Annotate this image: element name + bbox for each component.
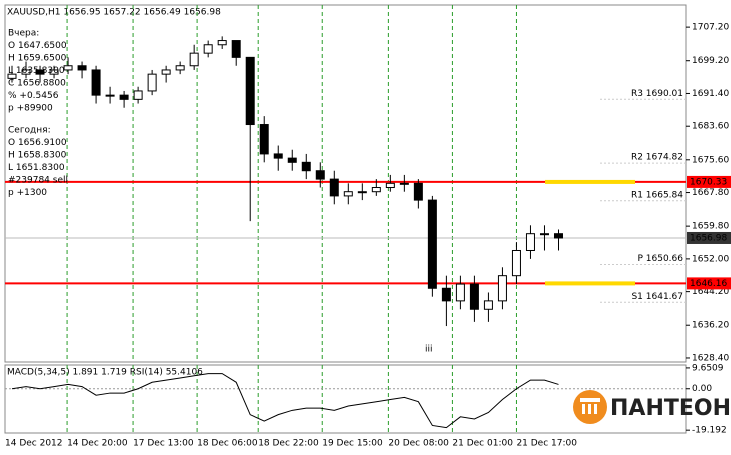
pivot-label: R3 1690.01 [631, 89, 683, 99]
y-tick-label: 0.00 [692, 384, 712, 394]
candle-body [119, 94, 129, 100]
y-tick-label: 1683.60 [692, 122, 729, 132]
candle-body [385, 182, 395, 189]
y-tick-label: 1667.80 [692, 188, 729, 198]
candle-body [455, 283, 465, 302]
candle-body [189, 52, 199, 67]
info-line: #239784 sell [8, 176, 68, 186]
candle-body [287, 157, 297, 163]
candle-body [161, 69, 171, 75]
info-line: Сегодня: [8, 126, 51, 136]
info-line: p +1300 [8, 188, 47, 198]
info-line: H 1658.8300 [8, 151, 67, 161]
info-line: O 1656.9100 [8, 138, 67, 148]
candle-body [497, 275, 507, 302]
candle-body [245, 56, 255, 126]
y-tick-label: 1675.60 [692, 155, 729, 165]
x-tick-label: 18 Dec 06:00 [197, 439, 258, 449]
y-tick-label: 1628.40 [692, 353, 729, 363]
candle-body [329, 178, 339, 197]
y-tick-label: 1699.20 [692, 56, 729, 66]
pivot-label: P 1650.66 [637, 254, 683, 264]
candle-body [301, 161, 311, 172]
info-line: L 1635.8300 [8, 66, 65, 76]
current-box [687, 231, 731, 244]
logo-text: ПАНТЕОН [610, 396, 731, 421]
chart-title: XAUUSD,H1 1656.95 1657.22 1656.49 1656.9… [7, 8, 221, 18]
candle-body [63, 65, 73, 71]
candle-body [357, 191, 367, 194]
candle-body [21, 69, 31, 75]
y-tick-label: 9.6509 [692, 363, 724, 373]
candle-body [525, 233, 535, 251]
candle-body [413, 182, 423, 201]
candle-body [371, 187, 381, 193]
y-tick-label: 1652.00 [692, 254, 729, 264]
level-zone [545, 281, 635, 286]
current-label: 1656.98 [690, 233, 727, 243]
candle-body [49, 69, 59, 75]
level-label: 1670.33 [690, 177, 727, 187]
candle-body [175, 65, 185, 71]
info-line: O 1647.6500 [8, 41, 67, 51]
level-box [687, 277, 731, 290]
info-line: C 1656.8800 [8, 79, 66, 89]
info-line: p +89900 [8, 104, 53, 114]
candle-body [427, 199, 437, 289]
candle-body [77, 65, 87, 71]
x-tick-label: 21 Dec 17:00 [516, 439, 577, 449]
y-tick-label: 1636.20 [692, 321, 729, 331]
annotation: iii [425, 345, 433, 355]
candle-body [399, 182, 409, 185]
pivot-label: S1 1641.67 [631, 292, 683, 302]
candle-body [147, 73, 157, 92]
candle-body [539, 233, 549, 236]
x-tick-label: 19 Dec 15:00 [322, 439, 383, 449]
candle-body [315, 170, 325, 180]
indicator-frame [4, 364, 687, 434]
candle-body [133, 90, 143, 100]
y-tick-label: 1691.40 [692, 89, 729, 99]
x-tick-label: 21 Dec 01:00 [452, 439, 513, 449]
candle-body [441, 287, 451, 302]
y-tick-label: 1659.80 [692, 222, 729, 232]
macd-line [11, 373, 559, 429]
candle-body [343, 191, 353, 197]
candle-body [273, 153, 283, 159]
y-tick-label: 1644.20 [692, 287, 729, 297]
pivot-label: R2 1674.82 [631, 153, 683, 163]
indicator-title: MACD(5,34,5) 1.891 1.719 RSI(14) 55.4106 [7, 368, 203, 378]
candle-body [511, 249, 521, 277]
candle-body [469, 283, 479, 310]
level-box [687, 175, 731, 188]
candle-body [7, 73, 17, 79]
x-tick-label: 20 Dec 08:00 [388, 439, 449, 449]
y-tick-label: -19.192 [692, 426, 727, 436]
candle-body [259, 124, 269, 155]
y-tick-label: 1707.20 [692, 23, 729, 33]
info-line: H 1659.6500 [8, 54, 67, 64]
info-line: % +0.5456 [8, 91, 59, 101]
pivot-label: R1 1665.84 [631, 190, 683, 200]
x-tick-label: 18 Dec 22:00 [258, 439, 319, 449]
logo-emblem [573, 390, 607, 424]
x-tick-label: 14 Dec 20:00 [67, 439, 128, 449]
candle-body [483, 300, 493, 310]
info-line: L 1651.8300 [8, 163, 65, 173]
candle-body [91, 69, 101, 96]
candle-body [105, 94, 115, 97]
x-tick-label: 17 Dec 13:00 [133, 439, 194, 449]
x-tick-label: 14 Dec 2012 [5, 439, 63, 449]
candle-body [203, 44, 213, 54]
main-frame [4, 4, 687, 363]
candle-body [231, 40, 241, 58]
info-line: Вчера: [8, 29, 39, 39]
level-zone [545, 179, 635, 184]
candle-body [35, 69, 45, 75]
level-label: 1646.16 [690, 279, 727, 289]
candle-body [553, 233, 563, 239]
candle-body [217, 40, 227, 46]
